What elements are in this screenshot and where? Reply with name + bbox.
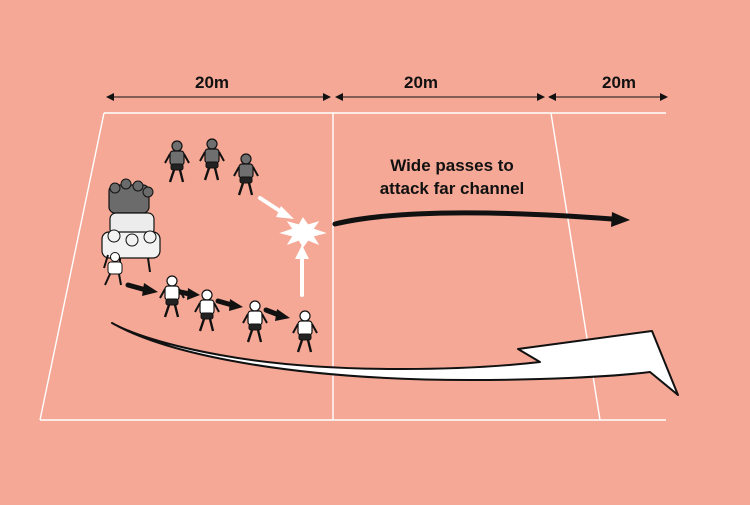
attacker-player-icon — [159, 275, 185, 318]
defender-player-icon — [199, 138, 225, 181]
measurement-label-1: 20m — [195, 73, 229, 92]
measurement-bar: 20m 20m 20m — [106, 73, 668, 101]
caption: Wide passes to attack far channel — [380, 156, 525, 198]
pass-arrow-1-head — [142, 283, 158, 296]
caption-line-2: attack far channel — [380, 179, 525, 198]
defender-approach-arrowhead — [276, 206, 294, 219]
contact-burst-icon — [279, 217, 327, 248]
measurement-label-2: 20m — [404, 73, 438, 92]
defender-player-icon — [164, 140, 190, 183]
attacker-player-icon — [104, 252, 123, 286]
pitch-lines — [39, 112, 666, 421]
left-boundary-line — [39, 112, 105, 421]
attacker-player-icon — [292, 310, 318, 353]
attacker-line — [159, 275, 318, 353]
wide-pass-arrow — [332, 210, 615, 227]
wide-sweep-arrow — [111, 322, 679, 396]
pass-arrow-1 — [125, 282, 149, 293]
attacker-player-icon — [194, 289, 220, 332]
attacker-support-arrowhead — [295, 245, 309, 259]
wide-pass-arrowhead — [611, 212, 630, 227]
scrum-icon — [101, 178, 161, 273]
caption-line-1: Wide passes to — [390, 156, 514, 175]
measurement-label-3: 20m — [602, 73, 636, 92]
defender-player-icon — [233, 153, 259, 196]
attacker-player-icon — [242, 300, 268, 343]
defender-line — [164, 138, 259, 196]
